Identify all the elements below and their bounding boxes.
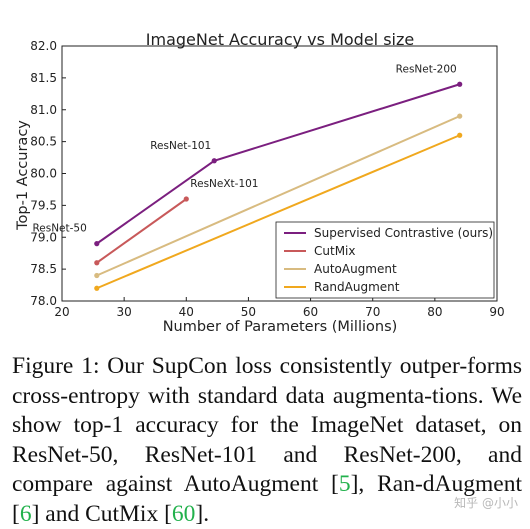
annotation-label: ResNeXt-101 [190, 178, 258, 190]
legend: Supervised Contrastive (ours) CutMix AutoA… [275, 221, 495, 299]
y-tick-label: 79.0 [30, 230, 57, 244]
legend-box [275, 221, 495, 299]
y-tick-label: 80.0 [30, 167, 57, 181]
legend-label: Supervised Contrastive (ours) [314, 226, 493, 240]
data-point [211, 158, 217, 164]
y-axis-label: Top-1 Accuracy [15, 120, 31, 231]
caption-text: ] and CutMix [ [31, 500, 172, 527]
legend-label: RandAugment [314, 280, 400, 294]
annotation-label: ResNet-50 [32, 223, 86, 235]
caption-text: ]. [195, 500, 210, 527]
y-tick-label: 80.5 [30, 135, 57, 149]
series-lines [94, 81, 463, 291]
data-point [94, 241, 100, 247]
x-tick-label: 60 [303, 305, 318, 319]
series-line-1 [96, 198, 187, 264]
x-tick-label: 80 [427, 305, 442, 319]
axis-ticks: 20 30 40 50 60 70 80 90 78.0 78.5 79.0 79.5 80.0 80.5… [30, 39, 504, 319]
series-line-0 [96, 83, 461, 245]
y-tick-label: 79.5 [30, 198, 57, 212]
citation-link-60[interactable]: 60 [171, 500, 196, 527]
x-tick-label: 20 [54, 305, 69, 319]
y-tick-label: 81.0 [30, 103, 57, 117]
chart-title: ImageNet Accuracy vs Model size [146, 30, 414, 49]
citation-link-6[interactable]: 6 [19, 500, 32, 527]
x-tick-label: 40 [179, 305, 194, 319]
data-point [94, 260, 100, 266]
x-tick-label: 90 [489, 305, 504, 319]
y-tick-label: 78.5 [30, 262, 57, 276]
x-tick-label: 70 [365, 305, 380, 319]
annotation-label: ResNet-101 [150, 140, 211, 152]
x-axis-label: Number of Parameters (Millions) [163, 319, 398, 335]
caption-text: ], Ran-dAugment [ [12, 471, 523, 527]
y-tick-label: 81.5 [30, 71, 57, 85]
annotation-label: ResNet-200 [396, 63, 457, 75]
accuracy-chart: ImageNet Accuracy vs Model size Number o… [15, 30, 505, 335]
data-point [94, 272, 100, 279]
point-annotations: ResNet-50 ResNet-101 ResNeXt-101 ResNet-200 [32, 63, 456, 234]
series-line-2 [96, 115, 461, 277]
figure-caption: Figure 1: Our SupCon loss consistently o… [12, 352, 522, 529]
caption-text: Figure 1: Our SupCon loss consistently o… [12, 353, 522, 497]
data-point [457, 113, 463, 119]
watermark: 知乎 @小小 [454, 496, 518, 510]
citation-link-5[interactable]: 5 [338, 471, 351, 497]
x-tick-label: 30 [117, 305, 132, 319]
x-tick-label: 50 [241, 305, 256, 319]
data-point [183, 196, 189, 202]
y-tick-label: 78.0 [30, 294, 57, 308]
y-tick-label: 82.0 [30, 39, 57, 53]
series-line-3 [96, 134, 461, 290]
data-point [94, 285, 100, 291]
legend-label: CutMix [314, 244, 355, 258]
legend-label: AutoAugment [314, 262, 397, 276]
data-point [457, 132, 463, 138]
data-point [457, 81, 463, 87]
